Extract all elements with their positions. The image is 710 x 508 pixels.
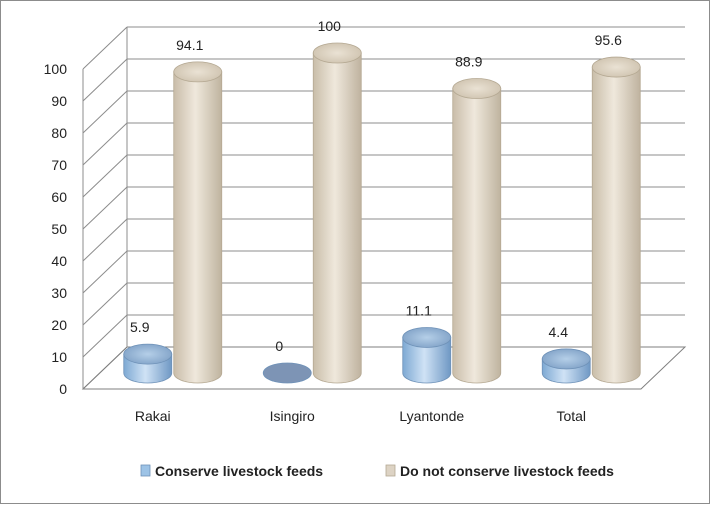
data-label: 94.1 [176, 37, 203, 53]
legend: Conserve livestock feeds Do not conserve … [140, 463, 614, 479]
cylinder-body [402, 337, 452, 384]
cylinder-body [591, 66, 641, 384]
cylinder-top [123, 343, 173, 365]
data-label: 5.9 [130, 319, 150, 335]
y-tick-label: 100 [44, 61, 68, 77]
cylinder-bar [591, 56, 641, 384]
bars [123, 42, 641, 384]
cylinder-top [262, 362, 312, 384]
x-tick-labels: Rakai Isingiro Lyantonde Total [135, 408, 586, 424]
x-tick-label: Lyantonde [399, 408, 464, 424]
data-labels: 5.9 94.1 0 100 11.1 88.9 4.4 95.6 [130, 18, 622, 354]
y-tick-label: 30 [51, 285, 67, 301]
y-tick-labels: 0 10 20 30 40 50 60 70 80 90 100 [44, 61, 68, 397]
legend-label: Conserve livestock feeds [155, 463, 323, 479]
cylinder-body [312, 52, 362, 384]
legend-label: Do not conserve livestock feeds [400, 463, 614, 479]
cylinder-bar [312, 42, 362, 384]
legend-item: Do not conserve livestock feeds [385, 463, 614, 479]
cylinder-top [312, 42, 362, 64]
legend-item: Conserve livestock feeds [140, 463, 323, 479]
cylinder-top [173, 61, 223, 83]
y-tick-label: 80 [51, 125, 67, 141]
side-wall-gridline [82, 282, 128, 326]
y-tick-label: 60 [51, 189, 67, 205]
cylinder-body [452, 88, 502, 384]
y-tick-label: 90 [51, 93, 67, 109]
cylinder-bar [541, 348, 591, 384]
data-label: 4.4 [549, 324, 569, 340]
side-wall-gridline [82, 90, 128, 134]
cylinder-bar [173, 61, 223, 384]
data-label: 0 [275, 338, 283, 354]
data-label: 11.1 [406, 302, 432, 318]
side-wall-gridline [82, 314, 128, 358]
y-tick-label: 10 [51, 349, 67, 365]
x-tick-label: Total [556, 408, 586, 424]
y-tick-label: 70 [51, 157, 67, 173]
cylinder-top [402, 327, 452, 348]
cylinder-body [173, 71, 223, 384]
side-wall-gridline [82, 122, 128, 166]
side-wall-gridline [82, 250, 128, 294]
y-tick-label: 50 [51, 221, 67, 237]
side-wall-gridline [82, 218, 128, 262]
data-label: 95.6 [595, 32, 622, 48]
legend-swatch [140, 464, 151, 477]
side-wall-gridline [82, 154, 128, 198]
cylinder-bar [262, 362, 312, 384]
cylinder-top [591, 56, 641, 78]
cylinder-bar [452, 78, 502, 384]
axes [81, 27, 687, 390]
legend-swatch [385, 464, 396, 477]
x-tick-label: Rakai [135, 408, 171, 424]
cylinder-bar [402, 327, 452, 384]
data-label: 88.9 [455, 54, 482, 70]
cylinder-bar [123, 343, 173, 384]
side-wall-gridline [82, 186, 128, 230]
y-tick-label: 0 [59, 381, 67, 397]
data-label: 100 [318, 18, 342, 34]
y-tick-label: 20 [51, 317, 67, 333]
cylinder-top [541, 348, 591, 370]
y-tick-label: 40 [51, 253, 67, 269]
side-wall-gridline [82, 26, 128, 70]
side-wall-gridline [82, 58, 128, 102]
cylinder-top [452, 78, 502, 99]
chart-floor [81, 346, 687, 390]
x-tick-label: Isingiro [270, 408, 315, 424]
